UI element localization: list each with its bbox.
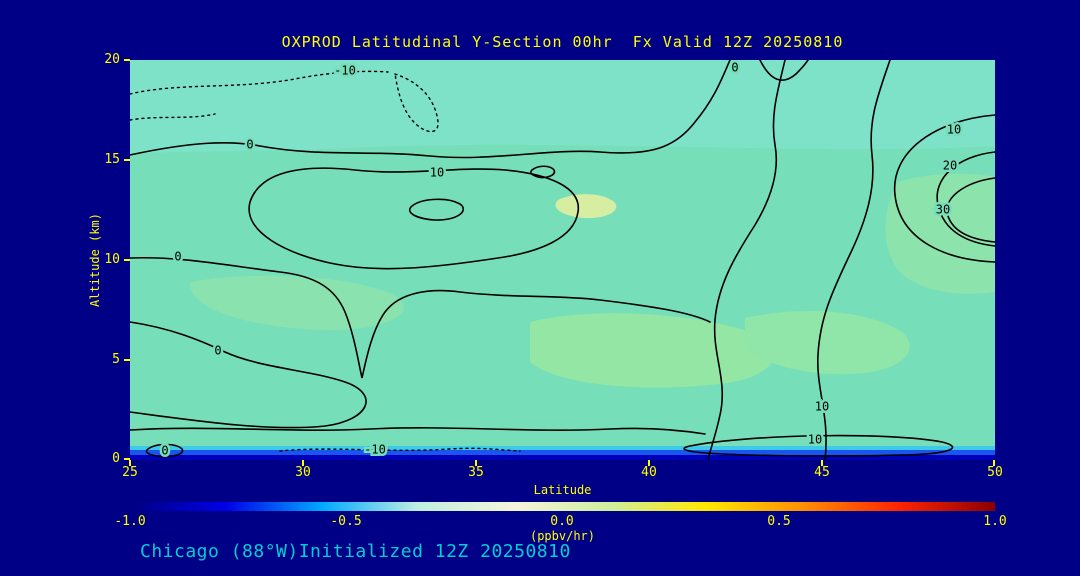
contour-label: 0 (246, 138, 253, 152)
contour-fill (555, 194, 617, 219)
contour-fill (530, 313, 774, 388)
x-axis-tick (129, 460, 131, 466)
y-tick-label: 20 (104, 52, 120, 67)
x-tick-label: 45 (814, 465, 830, 480)
contour-line (279, 447, 521, 452)
contour-line (130, 60, 731, 159)
contour-label: 10 (815, 400, 829, 414)
contour-line (936, 151, 995, 247)
contour-line (530, 165, 556, 179)
x-axis-tick (648, 460, 650, 466)
contour-line (946, 177, 995, 243)
contour-line (817, 60, 891, 460)
contour-label: 0 (731, 61, 738, 75)
y-axis-tick (124, 458, 130, 460)
contour-label: 30 (936, 203, 950, 217)
contour-label: -10 (334, 64, 356, 78)
colorbar-units-label: (ppbv/hr) (529, 529, 596, 543)
contour-label: -10 (364, 443, 386, 457)
x-axis-tick (821, 460, 823, 466)
y-axis-tick (124, 259, 130, 261)
contour-line (394, 73, 439, 133)
contour-line (759, 60, 809, 81)
contour-label: 0 (174, 250, 181, 264)
colorbar-tick-label: -1.0 (114, 514, 146, 529)
x-axis-tick (993, 460, 995, 466)
contour-line (130, 321, 367, 429)
contour-line (707, 60, 786, 460)
plot-title: OXPROD Latitudinal Y-Section 00hr Fx Val… (281, 33, 844, 51)
contour-line (893, 114, 995, 263)
contour-fill (130, 60, 995, 154)
y-tick-label: 15 (104, 152, 120, 167)
colorbar-tick-label: -0.5 (330, 514, 362, 529)
x-axis-label: Latitude (533, 483, 592, 497)
x-axis-tick (302, 460, 304, 466)
x-tick-label: 35 (468, 465, 484, 480)
contour-label: 0 (161, 444, 168, 458)
x-axis-tick (475, 460, 477, 466)
contour-fill (745, 310, 910, 375)
contour-lines (130, 60, 995, 460)
contour-line (130, 70, 389, 95)
y-axis-tick (124, 59, 130, 61)
contour-line (683, 434, 954, 457)
colorbar-tick-label: 1.0 (983, 514, 1007, 529)
colorbar (130, 502, 995, 511)
y-axis-tick (124, 159, 130, 161)
contour-line (130, 256, 711, 379)
contour-plot: -10 0 0 10 10 20 30 0 0 10 0 -10 10 (130, 60, 995, 460)
x-tick-label: 40 (641, 465, 657, 480)
x-tick-label: 50 (987, 465, 1003, 480)
colorbar-tick-label: 0.5 (767, 514, 791, 529)
colorbar-tick-label: 0.0 (550, 514, 574, 529)
y-tick-label: 5 (112, 352, 120, 367)
contour-labels: -10 0 0 10 10 20 30 0 0 10 0 -10 10 (159, 60, 964, 460)
x-tick-label: 25 (122, 465, 138, 480)
filled-contours (130, 60, 995, 460)
contour-label: 10 (808, 433, 822, 447)
y-axis-tick (124, 359, 130, 361)
contour-label: 10 (947, 123, 961, 137)
contour-label: 10 (430, 166, 444, 180)
contour-label: 0 (214, 344, 221, 358)
contour-line (130, 113, 216, 121)
contour-fill (885, 173, 995, 294)
y-tick-label: 10 (104, 252, 120, 267)
station-init-label: Chicago (88°W)Initialized 12Z 20250810 (140, 541, 571, 562)
contour-fill (130, 450, 995, 455)
y-tick-label: 0 (112, 451, 120, 466)
contour-fill (130, 446, 995, 450)
contour-line (145, 443, 184, 458)
x-tick-label: 30 (295, 465, 311, 480)
contour-label: 20 (943, 159, 957, 173)
contour-line (409, 198, 465, 221)
contour-fill (189, 275, 404, 330)
contour-line (248, 167, 580, 270)
contour-line (130, 427, 706, 435)
